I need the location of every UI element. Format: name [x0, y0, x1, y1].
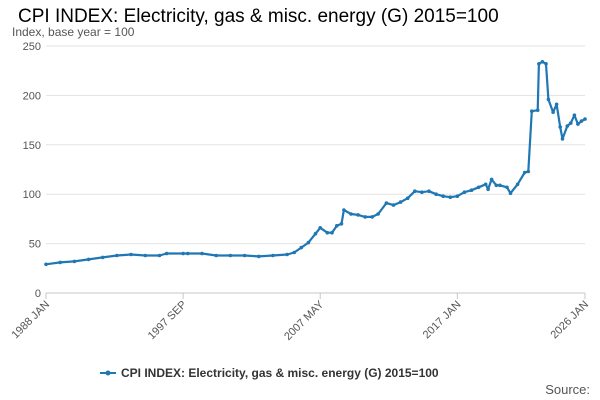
data-point[interactable]	[391, 203, 396, 207]
data-point[interactable]	[384, 201, 389, 205]
data-point[interactable]	[522, 170, 527, 175]
data-point[interactable]	[505, 185, 509, 190]
data-point[interactable]	[330, 230, 334, 235]
data-point[interactable]	[405, 196, 410, 200]
data-point[interactable]	[558, 125, 562, 129]
data-point[interactable]	[306, 240, 311, 245]
data-point[interactable]	[86, 257, 91, 262]
data-point[interactable]	[72, 259, 77, 264]
data-point[interactable]	[413, 189, 417, 193]
chart-title: CPI INDEX: Electricity, gas & misc. ener…	[18, 6, 499, 27]
y-tick-label: 100	[23, 189, 41, 201]
data-point[interactable]	[427, 189, 431, 193]
legend-label[interactable]: CPI INDEX: Electricity, gas & misc. ener…	[121, 366, 439, 380]
x-tick-label: 1997 SEP	[146, 299, 190, 343]
y-tick-label: 200	[23, 90, 41, 102]
data-point[interactable]	[257, 254, 261, 259]
data-point[interactable]	[441, 194, 446, 198]
data-point[interactable]	[462, 190, 467, 194]
data-point[interactable]	[44, 262, 48, 267]
data-point[interactable]	[583, 117, 587, 121]
data-point[interactable]	[285, 252, 289, 257]
data-point[interactable]	[546, 97, 551, 102]
data-point[interactable]	[228, 253, 233, 258]
data-point[interactable]	[498, 183, 502, 188]
data-point[interactable]	[356, 213, 360, 217]
series-layer	[44, 60, 587, 267]
y-tick-label: 250	[23, 41, 41, 53]
data-point[interactable]	[508, 191, 513, 195]
x-tick-label: 2026 JAN	[548, 299, 591, 342]
data-point[interactable]	[535, 108, 540, 112]
data-point[interactable]	[376, 212, 380, 216]
data-point[interactable]	[370, 215, 375, 219]
data-point[interactable]	[537, 62, 541, 66]
data-point[interactable]	[129, 252, 133, 257]
data-point[interactable]	[530, 109, 534, 113]
data-point[interactable]	[214, 253, 218, 258]
data-point[interactable]	[339, 222, 344, 226]
data-point[interactable]	[271, 253, 275, 258]
data-point[interactable]	[515, 182, 520, 187]
chart-subtitle: Index, base year = 100	[12, 25, 135, 39]
data-point[interactable]	[318, 226, 323, 230]
data-point[interactable]	[342, 208, 346, 212]
data-point[interactable]	[398, 200, 403, 204]
legend-marker	[105, 370, 111, 376]
data-point[interactable]	[469, 188, 474, 192]
data-point[interactable]	[455, 194, 460, 198]
data-point[interactable]	[157, 253, 162, 258]
data-point[interactable]	[292, 250, 297, 255]
data-point[interactable]	[434, 192, 438, 196]
data-point[interactable]	[576, 122, 580, 126]
x-tick-label: 2017 JAN	[421, 299, 464, 342]
y-tick-label: 0	[35, 288, 41, 300]
data-point[interactable]	[551, 110, 555, 114]
data-point[interactable]	[335, 224, 339, 228]
x-tick-label: 2007 MAY	[282, 298, 327, 343]
data-point[interactable]	[572, 113, 577, 117]
data-point[interactable]	[186, 251, 190, 256]
data-point[interactable]	[325, 230, 330, 235]
data-point[interactable]	[58, 260, 62, 265]
data-point[interactable]	[181, 251, 185, 256]
data-point[interactable]	[115, 253, 119, 258]
data-point[interactable]	[448, 195, 453, 199]
data-point[interactable]	[476, 185, 481, 190]
data-point[interactable]	[349, 212, 353, 216]
data-point[interactable]	[363, 215, 367, 219]
gridlines	[46, 45, 585, 245]
data-point[interactable]	[420, 190, 424, 194]
y-tick-label: 150	[23, 140, 41, 152]
data-point[interactable]	[483, 182, 488, 187]
data-point[interactable]	[486, 187, 490, 192]
data-point[interactable]	[494, 183, 499, 188]
data-point[interactable]	[565, 124, 570, 128]
data-point[interactable]	[242, 253, 247, 258]
x-tick-label: 1988 JAN	[9, 299, 52, 342]
data-point[interactable]	[299, 245, 304, 250]
data-point[interactable]	[569, 121, 573, 125]
data-point[interactable]	[313, 231, 318, 236]
source-label[interactable]: Source:	[545, 382, 590, 397]
data-point[interactable]	[143, 253, 148, 258]
data-point[interactable]	[200, 251, 204, 256]
y-tick-label: 50	[29, 239, 41, 251]
legend[interactable]: CPI INDEX: Electricity, gas & misc. ener…	[100, 366, 439, 380]
data-point[interactable]	[579, 119, 584, 123]
data-point[interactable]	[164, 251, 169, 256]
data-point[interactable]	[544, 62, 548, 66]
axes: 0 50 100 150 200 250 1988 JAN 1997 SEP 2007 MAY 2…	[9, 41, 591, 343]
data-point[interactable]	[489, 177, 494, 182]
data-point[interactable]	[540, 60, 545, 64]
data-point[interactable]	[526, 169, 531, 174]
data-point[interactable]	[560, 137, 565, 141]
data-point[interactable]	[554, 102, 559, 107]
data-point[interactable]	[100, 255, 105, 260]
